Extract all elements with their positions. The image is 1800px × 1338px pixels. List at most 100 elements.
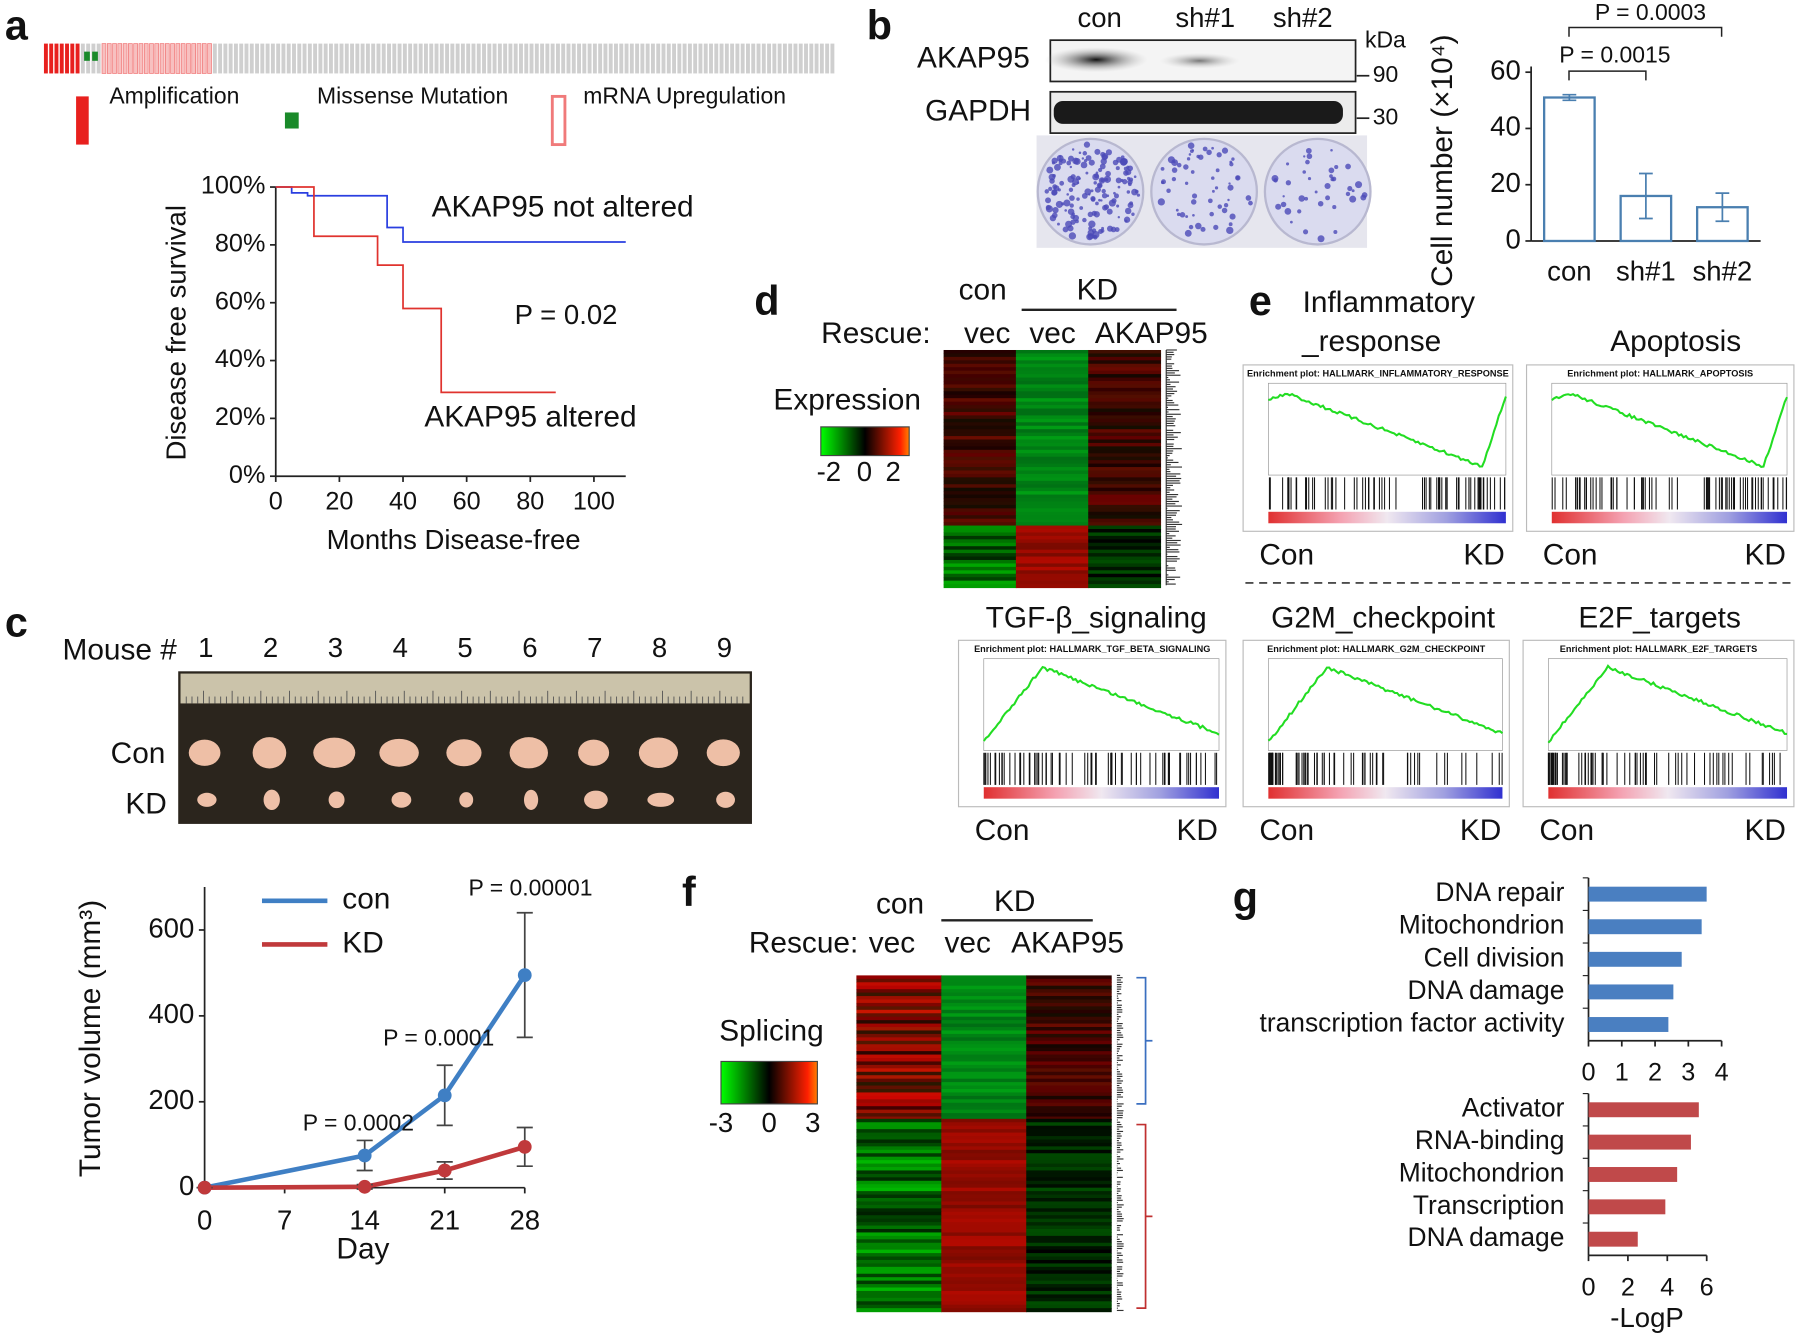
scale-tick-label: 2	[885, 456, 900, 487]
x-tick-label: 0	[197, 1204, 212, 1235]
colony	[1054, 163, 1061, 171]
oncoprint-cell	[471, 43, 476, 74]
oncoprint-cell	[249, 43, 254, 74]
heatmap-cell	[941, 1194, 1027, 1199]
colony	[1127, 176, 1131, 181]
oncoprint-cell	[54, 43, 59, 74]
colony	[1136, 193, 1141, 197]
mutation-mark	[92, 51, 98, 61]
oncoprint-cell	[709, 43, 713, 74]
oncoprint-cell	[746, 43, 750, 74]
column-label: AKAP95	[1095, 317, 1208, 350]
heatmap-cell	[943, 436, 1017, 441]
bar	[1588, 984, 1674, 1000]
colony	[1214, 186, 1219, 190]
x-tick-label: sh#2	[1693, 255, 1753, 286]
heatmap-cell	[943, 367, 1017, 372]
heatmap-cell	[1026, 1170, 1112, 1175]
annotation: P = 0.0015	[1559, 41, 1670, 67]
heatmap-cell	[856, 1290, 942, 1295]
y-tick-label: 100%	[201, 172, 266, 200]
oncoprint-cell	[677, 43, 682, 74]
heatmap-cell	[1088, 501, 1162, 506]
heatmap-cell	[1015, 418, 1089, 423]
series-line	[204, 973, 527, 1190]
heatmap-cell	[941, 975, 1027, 980]
oncoprint-cell	[767, 43, 772, 74]
heatmap-cell	[856, 1297, 942, 1302]
colony	[1075, 219, 1079, 224]
heatmap-cell	[856, 1095, 942, 1100]
colony	[1126, 190, 1131, 194]
heatmap-cell	[941, 1051, 1027, 1056]
heatmap-cell	[1026, 1249, 1112, 1254]
tumor	[188, 739, 221, 766]
heatmap-cell	[943, 559, 1017, 565]
heatmap-cell	[1026, 1259, 1112, 1264]
heatmap-cell	[1026, 1277, 1112, 1282]
heatmap-cell	[1015, 473, 1089, 478]
heatmap-cell	[941, 1006, 1027, 1011]
oncoprint-cell	[165, 43, 170, 74]
gsea-frame	[1522, 639, 1795, 808]
colony	[1206, 149, 1212, 156]
heatmap-cell	[941, 1218, 1027, 1223]
oncoprint-cell	[402, 43, 407, 74]
heatmap-cell	[943, 442, 1017, 447]
heatmap-cell	[1026, 1201, 1112, 1206]
heatmap-cell	[1026, 1194, 1112, 1199]
colony	[1280, 201, 1287, 208]
scale-title: Expression	[773, 384, 921, 417]
lane-label: sh#1	[1175, 2, 1235, 33]
scale-tick-label: 3	[805, 1107, 820, 1138]
colony	[1209, 211, 1214, 217]
heatmap-cell	[1015, 367, 1089, 372]
heatmap-cell	[856, 999, 942, 1004]
heatmap-cell	[1088, 559, 1162, 565]
heatmap-cell	[1088, 556, 1162, 561]
heatmap-cell	[856, 1235, 942, 1240]
colony	[1167, 156, 1175, 164]
colony	[1305, 147, 1312, 154]
heatmap-cell	[941, 1122, 1027, 1127]
colony	[1117, 216, 1120, 219]
heatmap-cell	[856, 1030, 942, 1035]
heatmap-cell	[856, 992, 942, 997]
colony	[1085, 171, 1089, 175]
heatmap-cell	[856, 1132, 942, 1137]
heatmap-cell	[1026, 1109, 1112, 1114]
colony	[1223, 203, 1229, 208]
gsea-plot-area	[1551, 382, 1788, 476]
heatmap-cell	[941, 1287, 1027, 1292]
heatmap-cell	[1026, 1308, 1112, 1313]
x-tick-label: 100	[573, 487, 615, 515]
heatmap-cell	[1026, 1242, 1112, 1247]
colony	[1052, 173, 1056, 178]
oncoprint-cell	[381, 43, 386, 74]
colony	[1078, 177, 1081, 180]
annotation: P = 0.02	[515, 299, 618, 330]
heatmap-cell	[1088, 384, 1162, 389]
oncoprint-cell	[751, 43, 756, 74]
heatmap-cell	[856, 996, 942, 1001]
heatmap-cell	[943, 460, 1017, 465]
heatmap-cell	[941, 1085, 1027, 1090]
heatmap-cell	[941, 1125, 1027, 1130]
heatmap-cell	[943, 477, 1017, 482]
colony	[1069, 195, 1075, 201]
colony	[1108, 199, 1116, 207]
heatmap-cell	[941, 985, 1027, 990]
heatmap-cell	[856, 1113, 942, 1118]
heatmap-cell	[1088, 491, 1162, 496]
oncoprint-cell	[376, 43, 381, 74]
heatmap-cell	[1026, 1297, 1112, 1302]
heatmap-cell	[943, 498, 1017, 503]
colony	[1098, 167, 1103, 173]
heatmap-cell	[941, 1253, 1027, 1258]
heatmap-cell	[856, 1064, 942, 1069]
heatmap-cell	[943, 384, 1017, 389]
y-tick-label: Transcription	[1413, 1190, 1564, 1220]
y-tick-label: DNA damage	[1408, 1222, 1565, 1252]
oncoprint-cell	[212, 43, 217, 74]
colony	[1332, 205, 1337, 210]
